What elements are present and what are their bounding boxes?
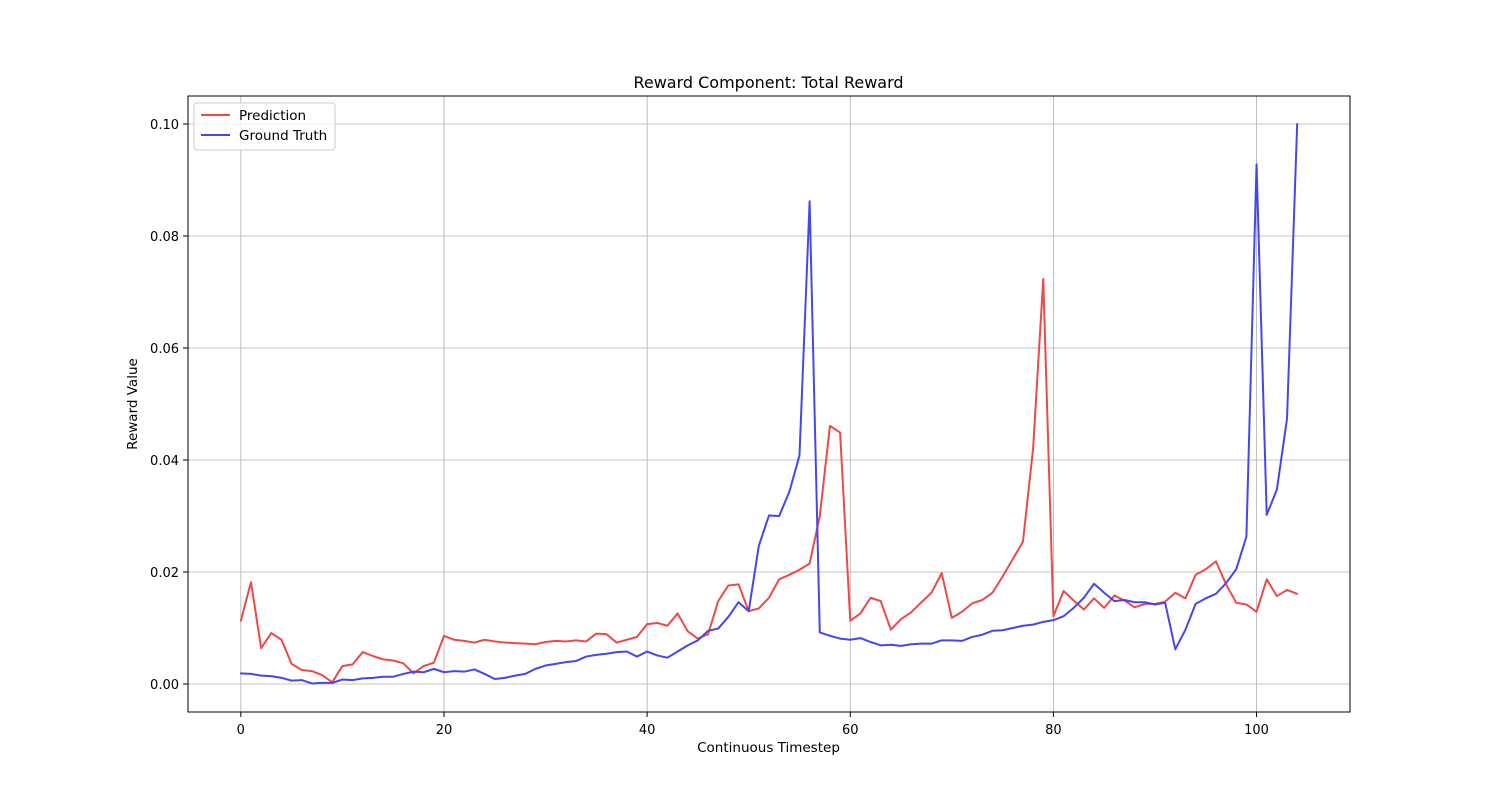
prediction-line — [239, 278, 1299, 684]
grid-lines — [188, 96, 1350, 712]
x-tick-label: 0 — [237, 723, 245, 738]
y-tick-label: 0.04 — [150, 454, 179, 469]
x-axis-ticks: 0 20 40 60 80 100 — [237, 712, 1269, 738]
x-axis-label: Continuous Timestep — [697, 740, 840, 756]
y-tick-label: 0.06 — [150, 342, 179, 357]
x-tick-label: 40 — [639, 723, 656, 738]
legend-label-prediction: Prediction — [239, 108, 306, 124]
y-tick-label: 0.00 — [150, 678, 179, 693]
y-axis-label: Reward Value — [125, 358, 141, 450]
y-tick-label: 0.10 — [150, 118, 179, 133]
y-axis-ticks: 0.00 0.02 0.04 0.06 0.08 0.10 — [150, 118, 188, 693]
legend-label-ground-truth: Ground Truth — [239, 128, 327, 144]
chart-title: Reward Component: Total Reward — [633, 73, 903, 92]
x-tick-label: 80 — [1045, 723, 1062, 738]
x-tick-label: 60 — [842, 723, 859, 738]
series-lines — [239, 123, 1299, 685]
legend: Prediction Ground Truth — [193, 102, 336, 151]
plot-frame — [187, 95, 1351, 713]
x-tick-label: 20 — [436, 723, 453, 738]
y-tick-label: 0.08 — [150, 230, 179, 245]
x-tick-label: 100 — [1244, 723, 1269, 738]
ground-truth-line — [239, 123, 1299, 685]
y-tick-label: 0.02 — [150, 566, 179, 581]
